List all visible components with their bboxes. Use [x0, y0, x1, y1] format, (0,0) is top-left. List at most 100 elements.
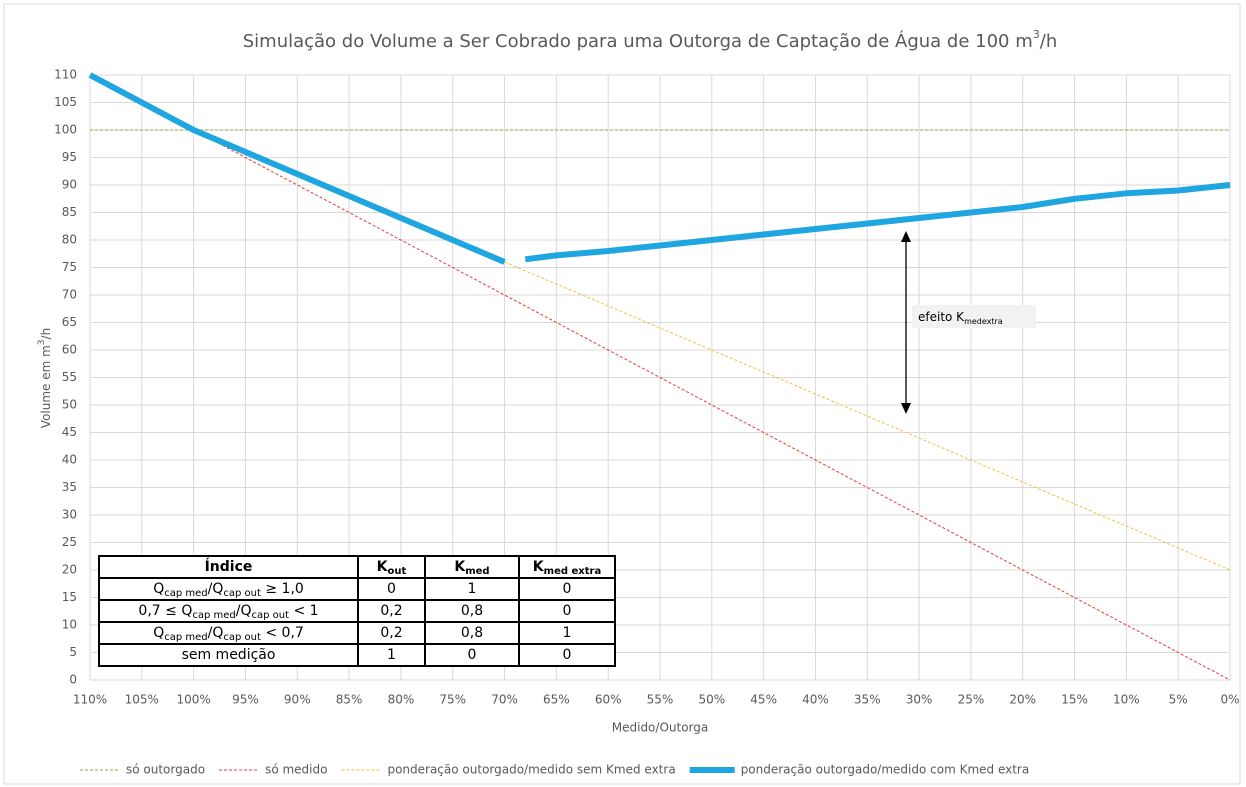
annotation-text: efeito Kmedextra — [918, 310, 1003, 326]
annotation-box — [912, 305, 1036, 328]
x-tick-label: 110% — [73, 693, 107, 707]
series-line — [89, 74, 1231, 681]
legend-label: só outorgado — [126, 763, 205, 777]
table-row: Índice Kout Kmed Kmed extra — [98, 555, 616, 579]
series-line — [89, 74, 1231, 571]
x-tick-label: 90% — [284, 693, 311, 707]
x-tick-label: 25% — [958, 693, 985, 707]
cell-text: < 1 — [289, 603, 319, 619]
annotation-sub: medextra — [964, 317, 1003, 326]
x-tick-label: 95% — [232, 693, 259, 707]
table-row: Qcap med/Qcap out ≥ 1,0 0 1 0 — [98, 577, 616, 601]
table-cell: 0 — [518, 577, 616, 601]
y-tick-label: 105 — [54, 95, 77, 109]
cell-text: /Q — [235, 603, 252, 619]
cell-text: K — [376, 559, 388, 575]
y-tick-label: 60 — [62, 343, 77, 357]
title-text: /h — [1040, 31, 1057, 52]
y-tick-label: 35 — [62, 480, 77, 494]
table-cell: 0,8 — [424, 621, 520, 645]
x-tick-label: 70% — [491, 693, 518, 707]
table-cell: Kout — [357, 555, 426, 579]
x-tick-label: 10% — [1113, 693, 1140, 707]
cell-sub: out — [387, 566, 407, 577]
y-tick-label: 100 — [54, 123, 77, 137]
y-axis-title: Volume em m3/h — [37, 328, 53, 428]
y-tick-label: 50 — [62, 398, 77, 412]
legend-label: só medido — [265, 763, 327, 777]
y-tick-label: 90 — [62, 178, 77, 192]
cell-text: 0 — [562, 581, 572, 597]
cell-text: 0,8 — [460, 603, 484, 619]
table-row: 0,7 ≤ Qcap med/Qcap out < 1 0,2 0,8 0 — [98, 599, 616, 623]
table-cell: 0,7 ≤ Qcap med/Qcap out < 1 — [98, 599, 359, 623]
table-cell: 0,2 — [357, 599, 426, 623]
legend: só outorgado só medido ponderação outorgad… — [80, 763, 1029, 777]
y-tick-label: 15 — [62, 590, 77, 604]
cell-text: K — [454, 559, 466, 575]
y-tick-label: 85 — [62, 205, 77, 219]
x-tick-label: 45% — [750, 693, 777, 707]
ylabel-sup: 3 — [37, 339, 47, 345]
cell-text: 1 — [562, 625, 572, 641]
cell-text: /Q — [207, 581, 224, 597]
cell-text: 0 — [387, 581, 396, 597]
cell-sub: cap med — [164, 632, 208, 643]
title-text: Simulação do Volume a Ser Cobrado para u… — [243, 30, 1033, 52]
table-cell: Índice — [98, 555, 359, 579]
x-tick-label: 65% — [543, 693, 570, 707]
cell-text: Índice — [204, 559, 253, 575]
table-cell: Kmed extra — [518, 555, 616, 579]
table-cell: sem medição — [98, 643, 359, 667]
table-cell: 1 — [357, 643, 426, 667]
x-axis-title: Medido/Outorga — [612, 721, 708, 735]
cell-sub: cap med — [164, 588, 208, 599]
annotation-main: efeito K — [918, 310, 965, 324]
x-tick-label: 0% — [1220, 693, 1239, 707]
x-tick-label: 35% — [854, 693, 881, 707]
table-cell: 1 — [518, 621, 616, 645]
table-cell: 0,2 — [357, 621, 426, 645]
cell-text: 0 — [562, 647, 572, 663]
y-tick-label: 55 — [62, 370, 77, 384]
table-row: sem medição 1 0 0 — [98, 643, 616, 667]
x-tick-label: 50% — [698, 693, 725, 707]
x-tick-label: 85% — [336, 693, 363, 707]
series-line — [88, 72, 1231, 265]
legend-label: ponderação outorgado/medido com Kmed ext… — [741, 763, 1030, 777]
cell-text: Q — [153, 581, 165, 597]
cell-text: 1 — [387, 647, 396, 663]
y-tick-label: 0 — [69, 673, 77, 687]
cell-sub: med extra — [543, 566, 602, 577]
table-cell: 1 — [424, 577, 520, 601]
cell-text: K — [532, 559, 544, 575]
index-table: Índice Kout Kmed Kmed extra Qcap med/Qcap ou… — [98, 555, 616, 667]
x-tick-label: 55% — [647, 693, 674, 707]
chart-title: Simulação do Volume a Ser Cobrado para u… — [243, 28, 1058, 52]
y-tick-label: 65 — [62, 315, 77, 329]
table-cell: 0 — [518, 599, 616, 623]
cell-text: 1 — [467, 581, 477, 597]
x-tick-label: 20% — [1009, 693, 1036, 707]
ylabel-text: Volume em m — [39, 345, 53, 428]
cell-text: sem medição — [181, 647, 276, 663]
x-tick-label: 100% — [176, 693, 210, 707]
table-cell: 0 — [518, 643, 616, 667]
y-tick-label: 45 — [62, 425, 77, 439]
x-tick-label: 105% — [125, 693, 159, 707]
table-cell: Qcap med/Qcap out ≥ 1,0 — [98, 577, 359, 601]
y-tick-label: 110 — [54, 68, 77, 82]
cell-text: Q — [153, 625, 165, 641]
cell-sub: cap out — [223, 588, 261, 599]
cell-text: 0,2 — [380, 603, 403, 619]
y-tick-label: 5 — [69, 645, 77, 659]
y-tick-label: 10 — [62, 618, 77, 632]
cell-sub: cap out — [251, 610, 290, 621]
lines — [88, 72, 1231, 681]
y-tick-label: 80 — [62, 233, 77, 247]
x-tick-label: 80% — [388, 693, 415, 707]
y-tick-label: 75 — [62, 260, 77, 274]
legend-label: ponderação outorgado/medido sem Kmed ext… — [387, 763, 675, 777]
